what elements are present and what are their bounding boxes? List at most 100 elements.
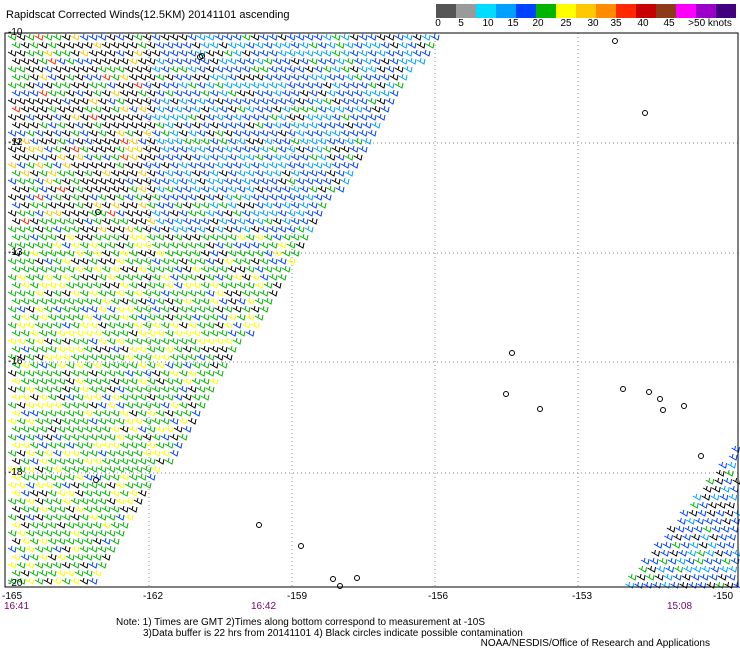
wind-barb [142, 305, 152, 313]
wind-barb [286, 145, 296, 153]
wind-barb [20, 137, 30, 145]
wind-barb [38, 345, 48, 353]
wind-barb [7, 241, 17, 249]
wind-barb [101, 393, 111, 401]
wind-barb [263, 297, 273, 305]
wind-barb [187, 145, 197, 153]
wind-barb [16, 49, 26, 57]
wind-barb [124, 433, 134, 441]
wind-barb [65, 361, 75, 369]
wind-barb [353, 105, 363, 113]
wind-barb [164, 169, 174, 177]
wind-barb [83, 121, 93, 129]
wind-barb [191, 361, 201, 369]
wind-barb [7, 337, 17, 345]
wind-barb [146, 313, 156, 321]
wind-barb [205, 97, 215, 105]
wind-barb [164, 185, 174, 193]
wind-barb [160, 177, 170, 185]
wind-barb [227, 137, 237, 145]
wind-barb [717, 501, 726, 509]
wind-barb [259, 289, 269, 297]
wind-barb [326, 137, 336, 145]
wind-barb [110, 345, 120, 353]
wind-barb [690, 501, 699, 509]
wind-barb [65, 521, 75, 529]
wind-barb [676, 557, 686, 565]
wind-barb [25, 81, 35, 89]
wind-barb [79, 161, 89, 169]
wind-barb [83, 297, 93, 305]
wind-barb [259, 49, 269, 57]
wind-barb [191, 89, 201, 97]
wind-barb [344, 105, 354, 113]
wind-barb [200, 281, 210, 289]
wind-barb [245, 185, 255, 193]
wind-barb [155, 329, 165, 337]
wind-barb [313, 193, 323, 201]
wind-barb [299, 169, 309, 177]
wind-barb [29, 233, 39, 241]
wind-barb [727, 461, 737, 469]
wind-barb [124, 129, 134, 137]
wind-barb [335, 169, 345, 177]
wind-barb [720, 525, 730, 533]
wind-barb [128, 425, 138, 433]
wind-barb [137, 425, 147, 433]
wind-barb [317, 89, 327, 97]
wind-barb [353, 153, 363, 161]
wind-barb [79, 49, 89, 57]
wind-barb [74, 153, 84, 161]
wind-barb [277, 129, 287, 137]
wind-barb [299, 233, 309, 241]
wind-barb [259, 145, 269, 153]
wind-barb [241, 273, 251, 281]
wind-barb [65, 393, 75, 401]
wind-barb [56, 345, 66, 353]
wind-barb [223, 337, 233, 345]
wind-barb [155, 457, 165, 465]
wind-barb [200, 329, 210, 337]
wind-barb [34, 577, 44, 585]
wind-barb [110, 281, 120, 289]
wind-barb [133, 33, 143, 41]
wind-barb [218, 185, 228, 193]
wind-barb [688, 509, 698, 517]
wind-barb [106, 257, 116, 265]
wind-barb [115, 529, 125, 537]
wind-barb [16, 113, 26, 121]
wind-barb [313, 129, 323, 137]
wind-barb [254, 153, 264, 161]
wind-barb [34, 193, 44, 201]
wind-barb [281, 265, 291, 273]
wind-barb [110, 473, 120, 481]
wind-barb [182, 169, 192, 177]
wind-barb [223, 289, 233, 297]
wind-barb [110, 521, 120, 529]
wind-barb [362, 89, 372, 97]
wind-barb [74, 89, 84, 97]
wind-barb [38, 409, 48, 417]
wind-barb [236, 249, 246, 257]
wind-barb [106, 545, 116, 553]
wind-barb [79, 529, 89, 537]
wind-barb [340, 113, 350, 121]
wind-barb [200, 41, 210, 49]
wind-barb [728, 493, 738, 501]
wind-barb [61, 273, 71, 281]
wind-barb [358, 81, 368, 89]
wind-barb [331, 161, 341, 169]
wind-barb [200, 137, 210, 145]
wind-barb [106, 129, 116, 137]
wind-barb [259, 225, 269, 233]
wind-barb [214, 113, 224, 121]
wind-barb [652, 581, 662, 589]
wind-barb [128, 361, 138, 369]
wind-barb [223, 321, 233, 329]
wind-barb [133, 417, 143, 425]
wind-barb [70, 113, 80, 121]
wind-barb [142, 241, 152, 249]
wind-barb [29, 329, 39, 337]
wind-barb [92, 361, 102, 369]
wind-barb [286, 225, 296, 233]
